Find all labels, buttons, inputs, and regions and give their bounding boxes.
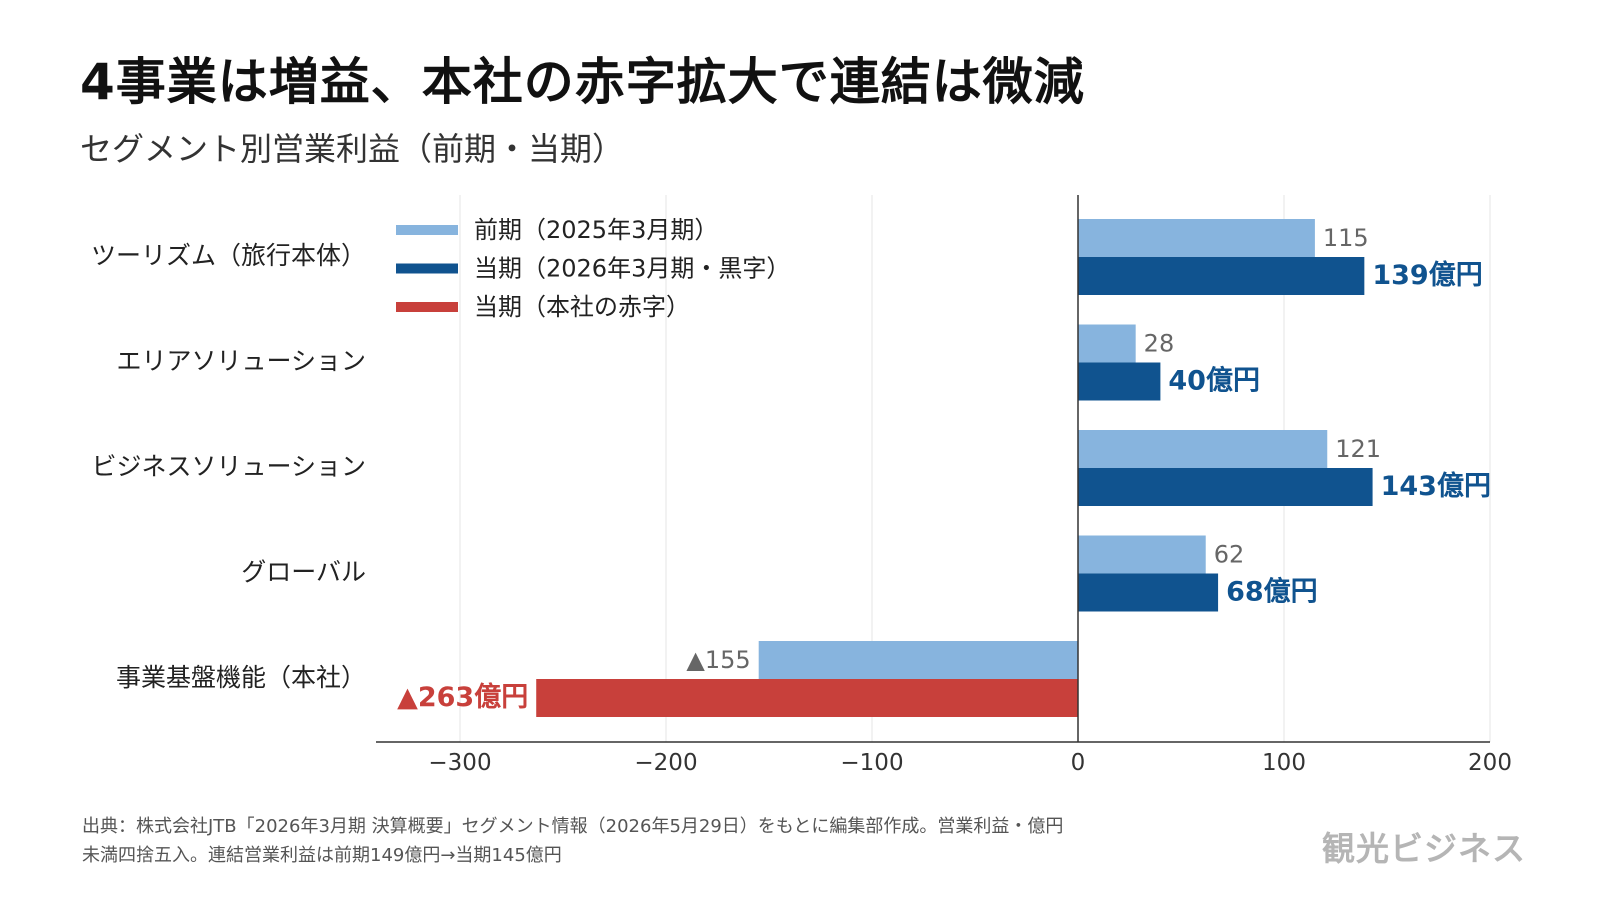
category-label: グローバル: [241, 558, 366, 587]
x-tick-label: −300: [428, 750, 491, 776]
data-label-prior: 115: [1323, 224, 1369, 252]
source-note-line-1: 出典：株式会社JTB「2026年3月期 決算概要」セグメント情報（2026年5月…: [82, 816, 1064, 837]
legend: 前期（2025年3月期） 当期（2026年3月期・黒字） 当期（本社の赤字）: [396, 216, 790, 321]
bar-current: [1078, 573, 1219, 612]
data-label-current: 68億円: [1226, 577, 1318, 608]
legend-swatch: [396, 302, 458, 312]
x-tick-label: 100: [1262, 750, 1306, 776]
chart-title: 4事業は増益、本社の赤字拡大で連結は微減: [80, 53, 1085, 111]
category-label: 事業基盤機能（本社）: [116, 663, 366, 692]
bar-current: [1078, 257, 1365, 295]
data-label-current: ▲263億円: [397, 682, 528, 713]
chart-subtitle: セグメント別営業利益（前期・当期）: [80, 130, 625, 168]
data-label-prior: 28: [1144, 330, 1175, 358]
source-note: 出典：株式会社JTB「2026年3月期 決算概要」セグメント情報（2026年5月…: [82, 812, 1063, 870]
bars: [536, 219, 1373, 717]
x-tick-label: 200: [1468, 750, 1512, 776]
bar-current: [1078, 468, 1373, 506]
x-tick-label: −200: [634, 750, 697, 776]
source-note-line-2: 未満四捨五入。連結営業利益は前期149億円→当期145億円: [82, 845, 562, 866]
category-label: ビジネスソリューション: [91, 452, 366, 481]
x-tick-label: 0: [1071, 750, 1086, 776]
bar-prior: [1078, 430, 1328, 468]
data-label-current: 139億円: [1372, 260, 1482, 291]
brand-logo: 観光ビジネス: [1322, 829, 1526, 868]
bar-current: [536, 679, 1078, 717]
bar-prior: [1078, 535, 1206, 574]
legend-label: 当期（2026年3月期・黒字）: [474, 255, 790, 283]
data-label-prior: ▲155: [686, 646, 750, 674]
legend-label: 前期（2025年3月期）: [474, 216, 718, 244]
category-label: ツーリズム（旅行本体）: [91, 241, 366, 270]
bar-prior: [1078, 219, 1315, 257]
data-label-current: 40億円: [1168, 366, 1260, 397]
x-tick-label: −100: [840, 750, 903, 776]
legend-swatch: [396, 263, 458, 274]
data-label-prior: 121: [1335, 435, 1381, 463]
bar-prior: [758, 641, 1078, 679]
category-label: エリアソリューション: [116, 347, 366, 376]
legend-label: 当期（本社の赤字）: [474, 293, 690, 321]
category-labels: ツーリズム（旅行本体） エリアソリューションビジネスソリューショングローバル事業基…: [91, 241, 366, 692]
x-axis: −300 −200 −100 0 100 200: [376, 195, 1512, 776]
legend-swatch: [396, 225, 458, 235]
bar-prior: [1078, 324, 1136, 363]
data-label-prior: 62: [1214, 541, 1245, 569]
bar-current: [1078, 362, 1161, 401]
data-label-current: 143億円: [1381, 471, 1491, 502]
